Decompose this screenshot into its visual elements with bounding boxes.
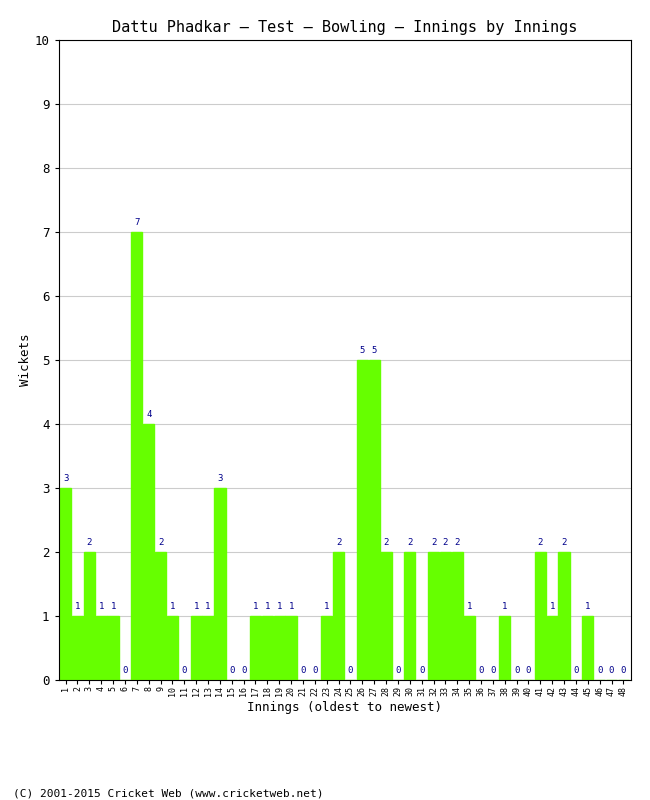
- Y-axis label: Wickets: Wickets: [19, 334, 32, 386]
- Text: 2: 2: [562, 538, 567, 547]
- Bar: [60, 488, 72, 680]
- Text: 2: 2: [443, 538, 448, 547]
- Text: 3: 3: [217, 474, 222, 483]
- Bar: [107, 616, 119, 680]
- Text: 1: 1: [502, 602, 508, 611]
- Text: 0: 0: [181, 666, 187, 675]
- Text: 2: 2: [384, 538, 389, 547]
- Text: 1: 1: [111, 602, 116, 611]
- Text: 2: 2: [86, 538, 92, 547]
- Bar: [499, 616, 510, 680]
- Text: 0: 0: [621, 666, 626, 675]
- Bar: [404, 552, 415, 680]
- Bar: [452, 552, 463, 680]
- Text: 1: 1: [194, 602, 199, 611]
- Bar: [84, 552, 95, 680]
- Bar: [155, 552, 166, 680]
- Text: 1: 1: [324, 602, 330, 611]
- Bar: [143, 424, 154, 680]
- Bar: [262, 616, 273, 680]
- Text: 0: 0: [229, 666, 235, 675]
- Text: 0: 0: [348, 666, 353, 675]
- Text: 0: 0: [597, 666, 603, 675]
- Bar: [369, 360, 380, 680]
- Text: 1: 1: [276, 602, 282, 611]
- Text: 0: 0: [514, 666, 519, 675]
- Text: 1: 1: [170, 602, 175, 611]
- Text: 7: 7: [134, 218, 140, 227]
- Text: 1: 1: [99, 602, 104, 611]
- Text: 2: 2: [431, 538, 436, 547]
- Text: 1: 1: [205, 602, 211, 611]
- Bar: [380, 552, 392, 680]
- Text: 5: 5: [372, 346, 377, 355]
- Text: 1: 1: [75, 602, 80, 611]
- Text: 0: 0: [478, 666, 484, 675]
- Text: 0: 0: [395, 666, 400, 675]
- Bar: [463, 616, 474, 680]
- Bar: [428, 552, 439, 680]
- Text: 1: 1: [265, 602, 270, 611]
- Text: 0: 0: [312, 666, 317, 675]
- Bar: [535, 552, 546, 680]
- Text: 0: 0: [300, 666, 306, 675]
- Bar: [547, 616, 558, 680]
- Text: 2: 2: [158, 538, 163, 547]
- Bar: [321, 616, 332, 680]
- Bar: [131, 232, 142, 680]
- Text: 5: 5: [359, 346, 365, 355]
- Text: 1: 1: [289, 602, 294, 611]
- Bar: [357, 360, 368, 680]
- Title: Dattu Phadkar – Test – Bowling – Innings by Innings: Dattu Phadkar – Test – Bowling – Innings…: [112, 20, 577, 34]
- Text: 3: 3: [63, 474, 68, 483]
- Text: 2: 2: [407, 538, 413, 547]
- Text: (C) 2001-2015 Cricket Web (www.cricketweb.net): (C) 2001-2015 Cricket Web (www.cricketwe…: [13, 788, 324, 798]
- Text: 0: 0: [526, 666, 531, 675]
- X-axis label: Innings (oldest to newest): Innings (oldest to newest): [247, 701, 442, 714]
- Bar: [190, 616, 202, 680]
- Bar: [167, 616, 178, 680]
- Text: 2: 2: [538, 538, 543, 547]
- Bar: [72, 616, 83, 680]
- Bar: [214, 488, 226, 680]
- Text: 0: 0: [419, 666, 424, 675]
- Bar: [96, 616, 107, 680]
- Text: 2: 2: [454, 538, 460, 547]
- Text: 0: 0: [122, 666, 127, 675]
- Bar: [558, 552, 569, 680]
- Bar: [333, 552, 344, 680]
- Text: 0: 0: [490, 666, 495, 675]
- Bar: [440, 552, 451, 680]
- Text: 1: 1: [467, 602, 472, 611]
- Text: 1: 1: [253, 602, 258, 611]
- Text: 1: 1: [549, 602, 555, 611]
- Text: 4: 4: [146, 410, 151, 419]
- Text: 0: 0: [573, 666, 578, 675]
- Text: 1: 1: [585, 602, 590, 611]
- Text: 0: 0: [609, 666, 614, 675]
- Bar: [285, 616, 297, 680]
- Bar: [250, 616, 261, 680]
- Bar: [582, 616, 593, 680]
- Text: 2: 2: [336, 538, 341, 547]
- Bar: [274, 616, 285, 680]
- Text: 0: 0: [241, 666, 246, 675]
- Bar: [202, 616, 214, 680]
